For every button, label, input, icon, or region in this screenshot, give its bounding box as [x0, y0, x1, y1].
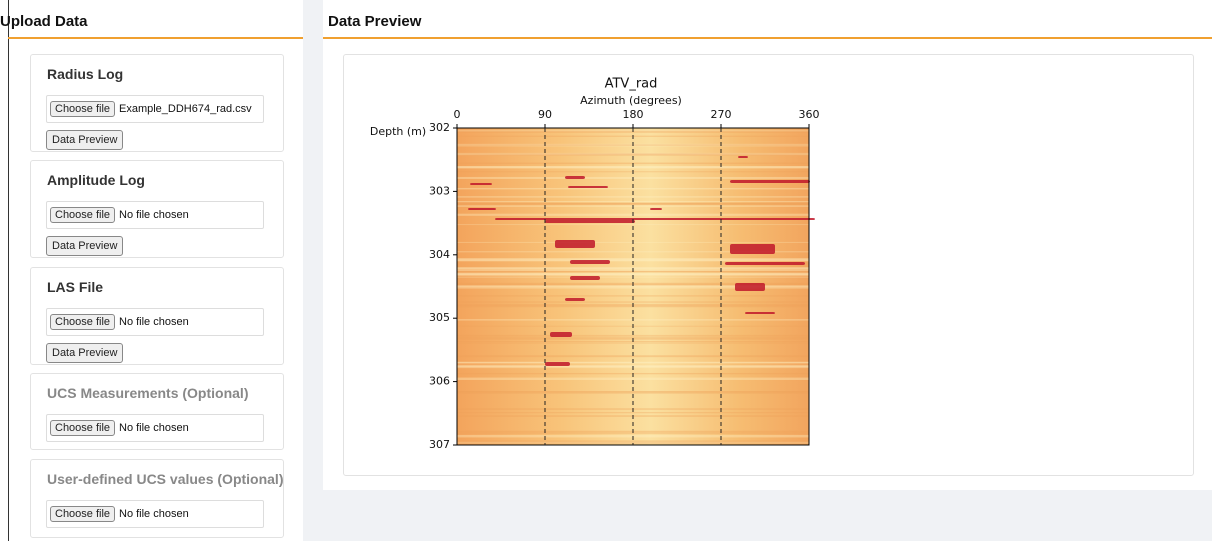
underline	[323, 37, 1212, 39]
y-tick-label: 302	[429, 121, 450, 134]
heat-feature	[730, 244, 775, 254]
y-tick-label: 306	[429, 375, 450, 388]
heat-stripe	[457, 391, 809, 393]
x-tick-label: 270	[711, 108, 732, 121]
chart-title: ATV_rad	[605, 77, 658, 92]
file-name: No file chosen	[119, 209, 189, 221]
heat-feature	[738, 156, 748, 158]
section-title: User-defined UCS values (Optional)	[47, 471, 283, 487]
x-tick-label: 360	[799, 108, 820, 121]
heat-stripe	[457, 412, 809, 413]
underline	[8, 37, 303, 39]
heat-stripe	[457, 343, 809, 344]
heat-stripe	[457, 154, 809, 155]
y-axis-label: Depth (m)	[370, 125, 426, 138]
choose-file-button[interactable]: Choose file	[50, 101, 115, 117]
divider	[8, 0, 9, 541]
section-title: LAS File	[47, 279, 103, 295]
heat-feature	[470, 183, 492, 185]
file-input: Choose file No file chosen	[46, 414, 264, 442]
choose-file-button[interactable]: Choose file	[50, 314, 115, 330]
heat-stripe	[457, 203, 809, 205]
file-input: Choose file Example_DDH674_rad.csv	[46, 95, 264, 123]
data-preview-button[interactable]: Data Preview	[46, 130, 123, 150]
heat-feature	[550, 332, 572, 337]
file-name: Example_DDH674_rad.csv	[119, 103, 252, 115]
section-title: UCS Measurements (Optional)	[47, 385, 248, 401]
x-tick-label: 180	[623, 108, 644, 121]
heat-feature	[650, 208, 662, 210]
panel-title: Upload Data	[0, 13, 88, 30]
heat-feature	[555, 240, 595, 248]
choose-file-button[interactable]: Choose file	[50, 420, 115, 436]
file-name: No file chosen	[119, 422, 189, 434]
heat-feature	[545, 362, 570, 366]
heat-feature	[565, 176, 585, 179]
file-name: No file chosen	[119, 316, 189, 328]
heat-feature	[730, 180, 810, 183]
heat-stripe	[457, 301, 809, 302]
section-title: Amplitude Log	[47, 172, 145, 188]
data-preview-button[interactable]: Data Preview	[46, 236, 123, 256]
heat-feature	[725, 262, 805, 265]
heat-stripe	[457, 336, 809, 337]
choose-file-button[interactable]: Choose file	[50, 207, 115, 223]
heat-stripe	[457, 335, 809, 336]
file-input: Choose file No file chosen	[46, 308, 264, 336]
heat-feature	[545, 220, 635, 223]
x-tick-label: 90	[538, 108, 552, 121]
heat-feature	[495, 218, 815, 220]
heat-stripe	[457, 188, 809, 189]
heatmap-image	[457, 128, 815, 445]
heat-feature	[570, 276, 600, 280]
data-preview-button[interactable]: Data Preview	[46, 343, 123, 363]
panel-title: Data Preview	[328, 13, 421, 30]
y-tick-label: 303	[429, 184, 450, 197]
x-axis-label: Azimuth (degrees)	[580, 94, 682, 107]
page: Upload Data Radius Log Choose file Example…	[0, 0, 1212, 541]
heat-stripe	[457, 196, 809, 197]
choose-file-button[interactable]: Choose file	[50, 506, 115, 522]
heat-feature	[468, 208, 496, 210]
x-tick-label: 0	[454, 108, 461, 121]
heat-stripe	[457, 378, 809, 380]
heat-feature	[745, 312, 775, 314]
y-tick-label: 305	[429, 311, 450, 324]
heat-feature	[735, 283, 765, 291]
file-name: No file chosen	[119, 508, 189, 520]
file-input: Choose file No file chosen	[46, 201, 264, 229]
sidebar: Upload Data Radius Log Choose file Example…	[0, 0, 303, 541]
heat-stripe	[457, 440, 809, 441]
heat-feature	[570, 260, 610, 264]
file-input: Choose file No file chosen	[46, 500, 264, 528]
heat-feature	[568, 186, 608, 188]
section-title: Radius Log	[47, 66, 123, 82]
y-tick-label: 304	[429, 248, 450, 261]
heat-stripe	[457, 224, 809, 225]
y-tick-label: 307	[429, 438, 450, 451]
heat-feature	[565, 298, 585, 301]
chart: ATV_rad Azimuth (degrees) Depth (m) 0 90 1…	[343, 60, 1194, 470]
